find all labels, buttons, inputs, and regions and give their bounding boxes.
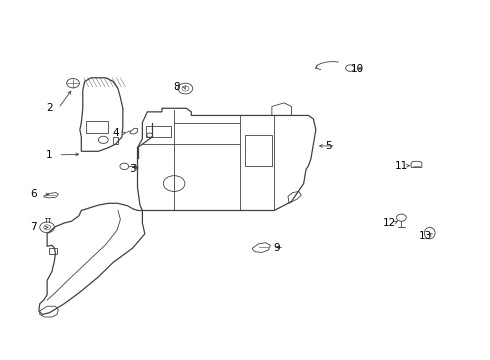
Text: 2: 2 — [46, 103, 53, 113]
Text: 7: 7 — [30, 222, 37, 232]
Text: 8: 8 — [173, 82, 180, 92]
Text: 13: 13 — [419, 231, 432, 240]
Text: 3: 3 — [129, 164, 136, 174]
Text: 12: 12 — [383, 218, 396, 228]
Text: 1: 1 — [46, 150, 53, 160]
Text: 9: 9 — [273, 243, 280, 253]
Text: 10: 10 — [351, 64, 364, 74]
Text: 11: 11 — [395, 161, 408, 171]
Text: 5: 5 — [325, 141, 331, 151]
Text: 6: 6 — [30, 189, 37, 199]
Text: 4: 4 — [112, 129, 119, 138]
